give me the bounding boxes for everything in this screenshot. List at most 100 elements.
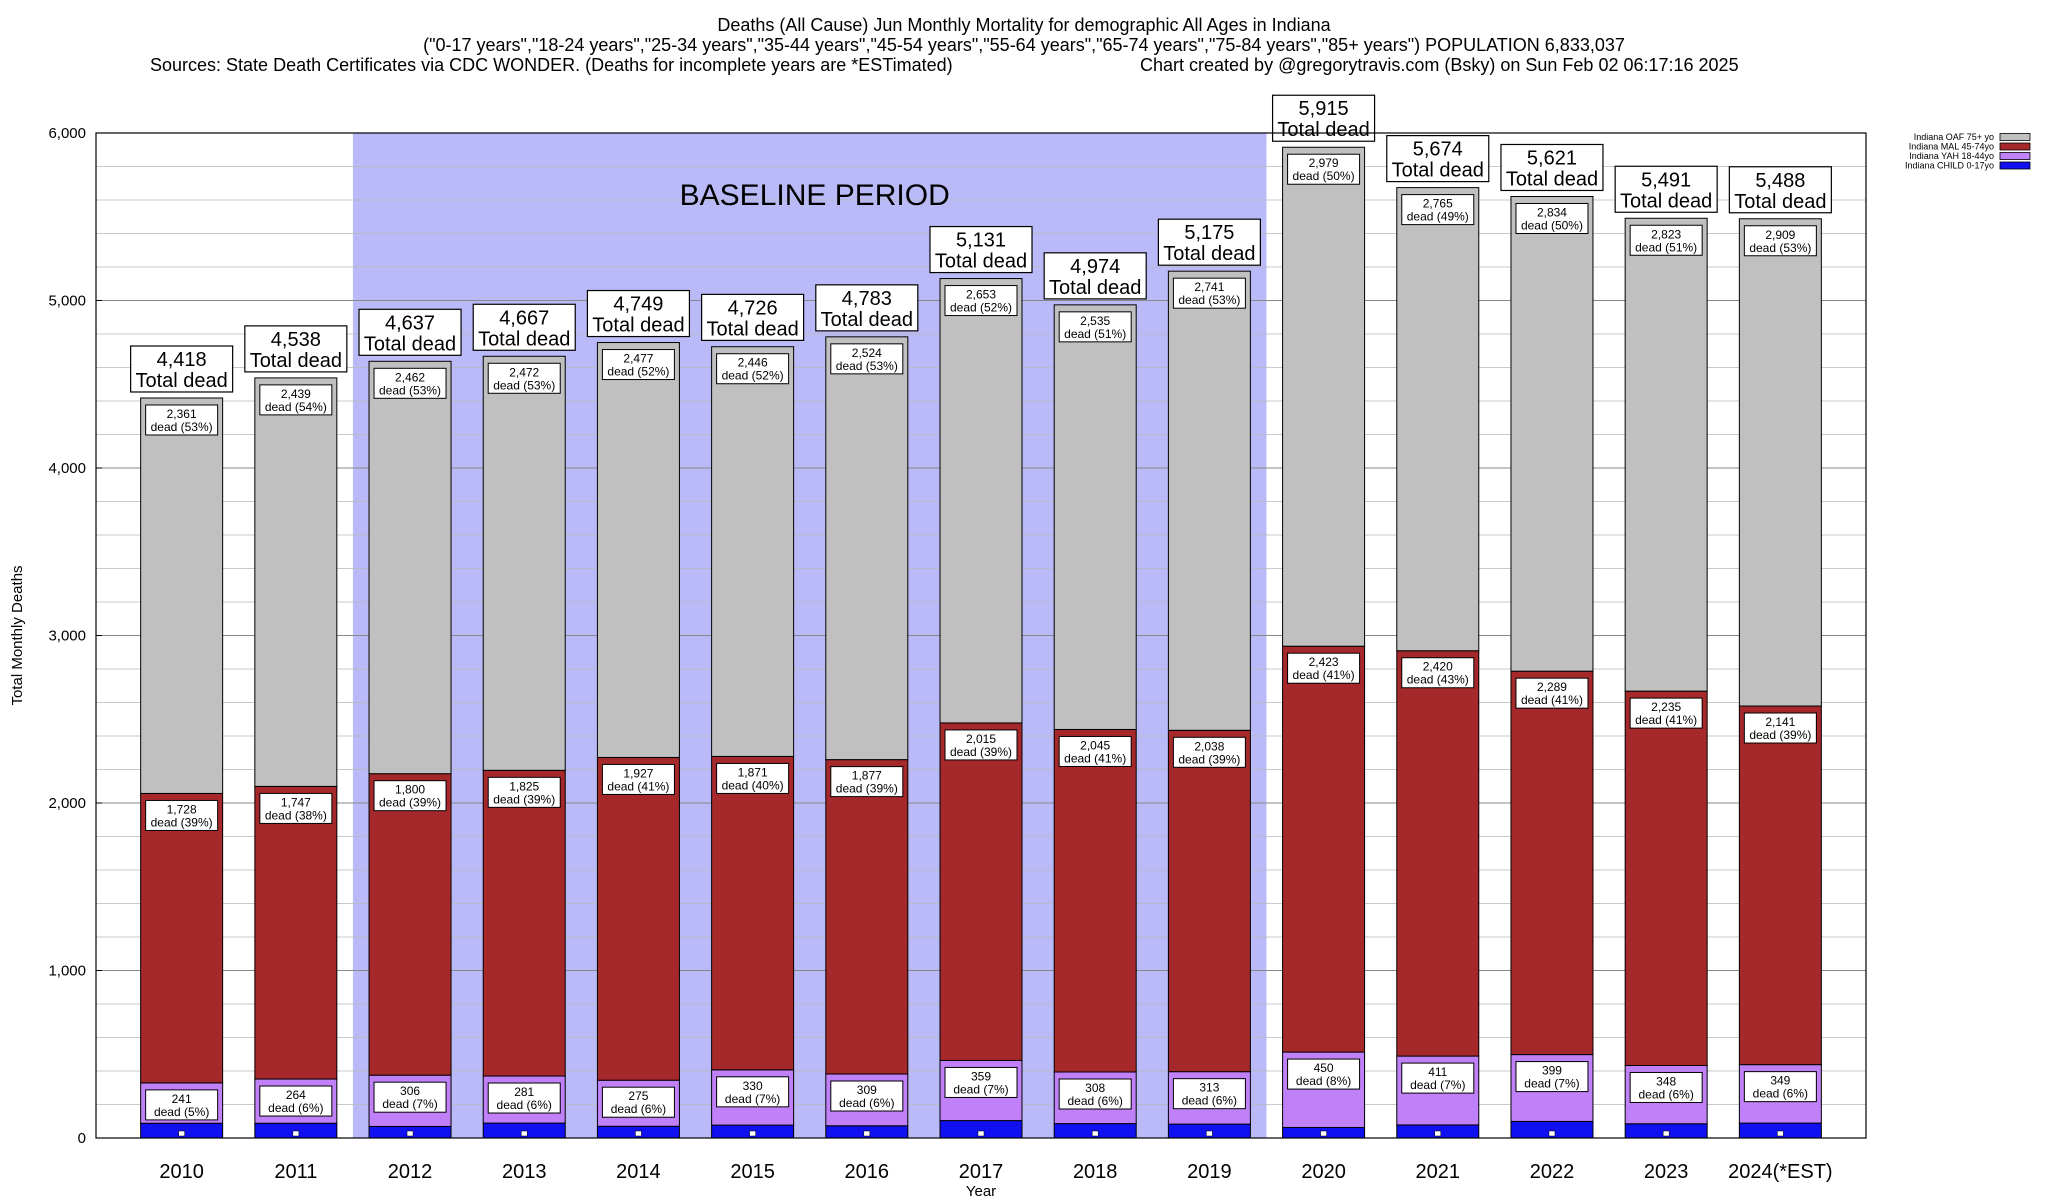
- segment-label-box: [1515, 677, 1589, 709]
- bar-segment: [482, 355, 566, 771]
- child-marker: [1320, 1130, 1327, 1137]
- bar-segment: [596, 342, 680, 758]
- bar-segment: [711, 755, 795, 1071]
- segment-label-box: [1515, 202, 1589, 234]
- segment-pct-label: dead (40%): [722, 778, 784, 792]
- segment-value-label: 359: [971, 1069, 991, 1083]
- segment-pct-label: dead (39%): [493, 792, 555, 806]
- total-dead-label: Total dead: [821, 309, 913, 331]
- child-marker: [406, 1130, 414, 1137]
- total-dead-label: Total dead: [935, 251, 1027, 273]
- segment-label-box: [1058, 1078, 1132, 1110]
- segment-pct-label: dead (7%): [725, 1092, 780, 1106]
- segment-pct-label: dead (39%): [151, 815, 213, 829]
- segment-value-label: 1,800: [395, 783, 425, 797]
- segment-pct-label: dead (39%): [836, 782, 898, 796]
- segment-value-label: 2,535: [1080, 314, 1110, 328]
- segment-value-label: 2,909: [1765, 228, 1795, 242]
- segment-label-box: [1287, 153, 1361, 185]
- bar-segment: [939, 722, 1023, 1061]
- total-dead-label: Total dead: [1277, 119, 1369, 141]
- legend-swatch: [1999, 133, 2031, 141]
- segment-pct-label: dead (41%): [607, 779, 669, 793]
- total-dead-label: Total dead: [250, 350, 342, 372]
- segment-label-box: [1743, 225, 1817, 257]
- segment-label-box: [1401, 194, 1475, 226]
- bar-segment: [1053, 728, 1137, 1073]
- chart-title-line3-right: Chart created by @gregorytravis.com (Bsk…: [1140, 55, 1739, 75]
- y-tick-label: 3,000: [48, 628, 86, 645]
- bar-segment: [1167, 729, 1251, 1073]
- chart-title-line2: ("0-17 years","18-24 years","25-34 years…: [423, 35, 1625, 55]
- x-tick-label: 2013: [502, 1161, 547, 1183]
- x-tick-label: 2024(*EST): [1728, 1161, 1833, 1183]
- segment-pct-label: dead (39%): [950, 745, 1012, 759]
- x-tick-label: 2018: [1073, 1161, 1118, 1183]
- segment-label-box: [944, 1066, 1018, 1098]
- y-tick-label: 6,000: [48, 125, 86, 142]
- bar-segment: [1282, 146, 1366, 647]
- child-marker: [1777, 1130, 1784, 1137]
- segment-label-box: [1629, 697, 1703, 729]
- plot-frame: [95, 132, 1867, 1139]
- bar-segment: [1396, 650, 1480, 1057]
- total-dead-label: Total dead: [706, 318, 798, 340]
- segment-pct-label: dead (41%): [1064, 751, 1126, 765]
- segment-label-box: [1743, 1071, 1817, 1103]
- total-value-label: 5,131: [956, 230, 1006, 252]
- child-marker: [1091, 1130, 1099, 1137]
- bar-segment: [825, 336, 909, 761]
- child-marker: [863, 1130, 871, 1137]
- bar-segment: [140, 397, 224, 794]
- total-value-label: 4,667: [499, 307, 549, 329]
- segment-pct-label: dead (54%): [265, 400, 327, 414]
- segment-pct-label: dead (52%): [607, 365, 669, 379]
- segment-pct-label: dead (39%): [379, 796, 441, 810]
- segment-value-label: 2,653: [966, 288, 996, 302]
- segment-label-box: [601, 763, 675, 795]
- legend-label: Indiana CHILD 0-17yo: [1905, 161, 1994, 171]
- total-dead-label: Total dead: [1506, 168, 1598, 190]
- segment-pct-label: dead (51%): [1635, 240, 1697, 254]
- segment-value-label: 348: [1656, 1074, 1676, 1088]
- total-label-box: [130, 345, 234, 393]
- x-tick-label: 2011: [274, 1161, 317, 1183]
- segment-value-label: 1,871: [738, 765, 768, 779]
- segment-label-box: [1172, 736, 1246, 768]
- segment-label-box: [373, 780, 447, 812]
- segment-label-box: [487, 1082, 561, 1114]
- segment-pct-label: dead (41%): [1293, 668, 1355, 682]
- legend-swatch: [1999, 161, 2031, 170]
- x-tick-label: 2015: [730, 1161, 775, 1183]
- segment-value-label: 399: [1542, 1064, 1562, 1078]
- segment-label-box: [716, 762, 790, 794]
- segment-label-box: [487, 362, 561, 394]
- bar-segment: [1738, 705, 1822, 1066]
- child-marker: [1662, 1130, 1670, 1137]
- segment-label-box: [1629, 1071, 1703, 1103]
- chart-title-line3-left: Sources: State Death Certificates via CD…: [150, 55, 953, 75]
- segment-value-label: 2,015: [966, 732, 996, 746]
- child-marker: [749, 1130, 756, 1137]
- segment-label-box: [145, 404, 219, 436]
- segment-value-label: 1,825: [509, 779, 539, 793]
- segment-value-label: 1,877: [852, 769, 882, 783]
- x-tick-label: 2010: [159, 1161, 204, 1183]
- bar-segment: [1624, 217, 1708, 692]
- segment-label-box: [716, 353, 790, 385]
- child-marker: [1206, 1130, 1213, 1137]
- segment-pct-label: dead (50%): [1293, 169, 1355, 183]
- segment-value-label: 2,477: [623, 352, 653, 366]
- total-dead-label: Total dead: [1734, 191, 1826, 213]
- segment-pct-label: dead (49%): [1407, 210, 1469, 224]
- segment-value-label: 450: [1314, 1061, 1334, 1075]
- segment-value-label: 2,765: [1423, 197, 1453, 211]
- y-tick-label: 1,000: [48, 963, 86, 980]
- total-label-box: [358, 308, 462, 356]
- segment-pct-label: dead (6%): [839, 1096, 894, 1110]
- x-tick-label: 2022: [1530, 1161, 1575, 1183]
- bar-segment: [596, 756, 680, 1081]
- segment-value-label: 2,524: [852, 346, 882, 360]
- segment-pct-label: dead (39%): [1178, 752, 1240, 766]
